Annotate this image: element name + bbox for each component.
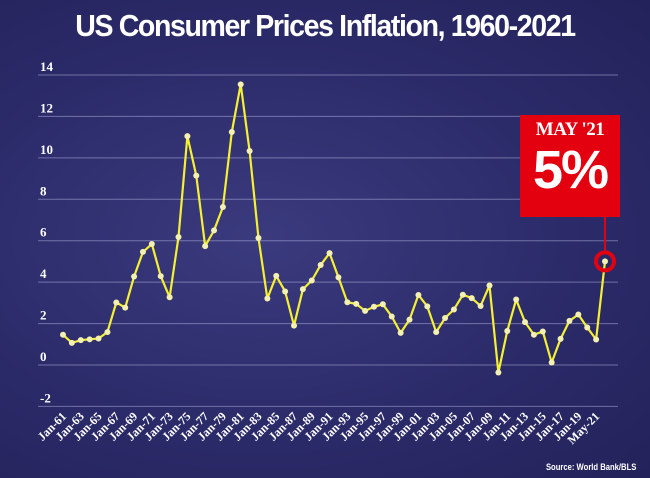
data-point [255,235,262,242]
data-point [379,301,386,308]
data-point [86,336,93,343]
data-point [370,303,377,310]
data-point [459,291,466,298]
data-point [388,313,395,320]
data-point [299,286,306,293]
callout-box: MAY '21 5% [520,115,620,217]
source-note: Source: World Bank/BLS [545,462,636,472]
data-point [308,277,315,284]
y-tick-label: 4 [40,266,47,281]
data-point [602,258,608,265]
data-point [60,331,66,338]
callout-marker-ring [594,250,616,273]
y-tick-label: -2 [40,390,51,405]
y-tick-label: 12 [40,100,53,115]
data-point [468,295,475,302]
data-point [291,322,298,329]
data-point [335,274,342,281]
data-point [95,335,102,342]
y-tick-label: 10 [40,142,53,157]
data-point [264,295,271,302]
data-point [397,329,404,336]
data-point [566,317,573,324]
data-point [353,300,360,307]
data-point [113,299,120,306]
data-point [131,273,138,280]
data-point [530,331,537,338]
chart-title: US Consumer Prices Inflation, 1960-2021 [75,8,576,43]
data-point [477,302,484,309]
series-line [62,83,607,374]
callout-label: MAY '21 [535,119,605,140]
data-point [193,172,200,179]
y-tick-label: 8 [40,183,47,198]
data-point [557,335,564,342]
data-point [424,303,431,310]
data-point [219,203,226,210]
data-point [504,328,511,335]
data-point [593,336,600,343]
y-tick-label: 0 [40,349,47,364]
data-point [122,304,129,311]
data-point [406,316,413,323]
data-point [273,272,280,279]
data-point [228,128,235,135]
data-point [415,291,422,298]
y-tick-label: 6 [40,225,47,240]
data-point [344,299,351,306]
data-point [104,329,111,336]
data-point [202,243,209,250]
data-point [548,359,555,366]
callout-value: 5% [532,140,609,200]
data-point [362,307,369,314]
data-point [317,261,324,268]
data-point [442,314,449,321]
data-point [246,148,253,155]
data-point [157,273,164,280]
data-point [148,241,155,248]
data-point [522,319,529,326]
data-point [433,329,440,336]
data-point [584,324,591,331]
data-point [450,306,457,313]
data-point [184,133,191,140]
data-point [282,288,289,295]
data-point [211,227,218,234]
y-tick-label: 14 [40,59,54,74]
data-point [139,248,146,255]
y-tick-label: 2 [40,308,47,323]
data-point [237,81,244,88]
data-point [166,294,173,301]
data-point [486,282,493,289]
data-point [513,296,520,303]
data-point [77,337,84,344]
data-point [68,339,75,346]
data-point [539,328,546,335]
data-point [495,369,502,376]
data-point [575,311,582,318]
data-point [326,250,333,257]
data-point [175,233,182,240]
